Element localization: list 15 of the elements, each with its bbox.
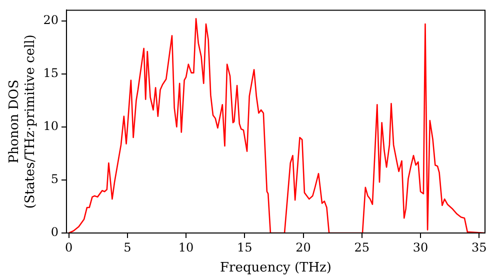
- y-axis-title: Phonon DOS (States/THz·primitive cell): [7, 34, 38, 209]
- y-tick-label: 15: [43, 66, 58, 80]
- y-tick-label: 20: [43, 12, 58, 27]
- x-tick-label: 15: [237, 240, 252, 254]
- x-tick-label: 35: [472, 240, 487, 254]
- x-tick-label: 0: [64, 240, 73, 254]
- x-tick-label: 20: [296, 240, 311, 254]
- x-tick-label: 5: [124, 240, 132, 254]
- y-tick-label: 10: [43, 119, 58, 134]
- y-tick-label: 0: [50, 225, 58, 240]
- y-tick-label: 5: [50, 172, 58, 186]
- x-tick-label: 30: [412, 240, 428, 254]
- x-tick-label: 10: [178, 240, 194, 254]
- x-axis-title: Frequency (THz): [220, 260, 332, 276]
- x-tick-label: 25: [354, 240, 370, 254]
